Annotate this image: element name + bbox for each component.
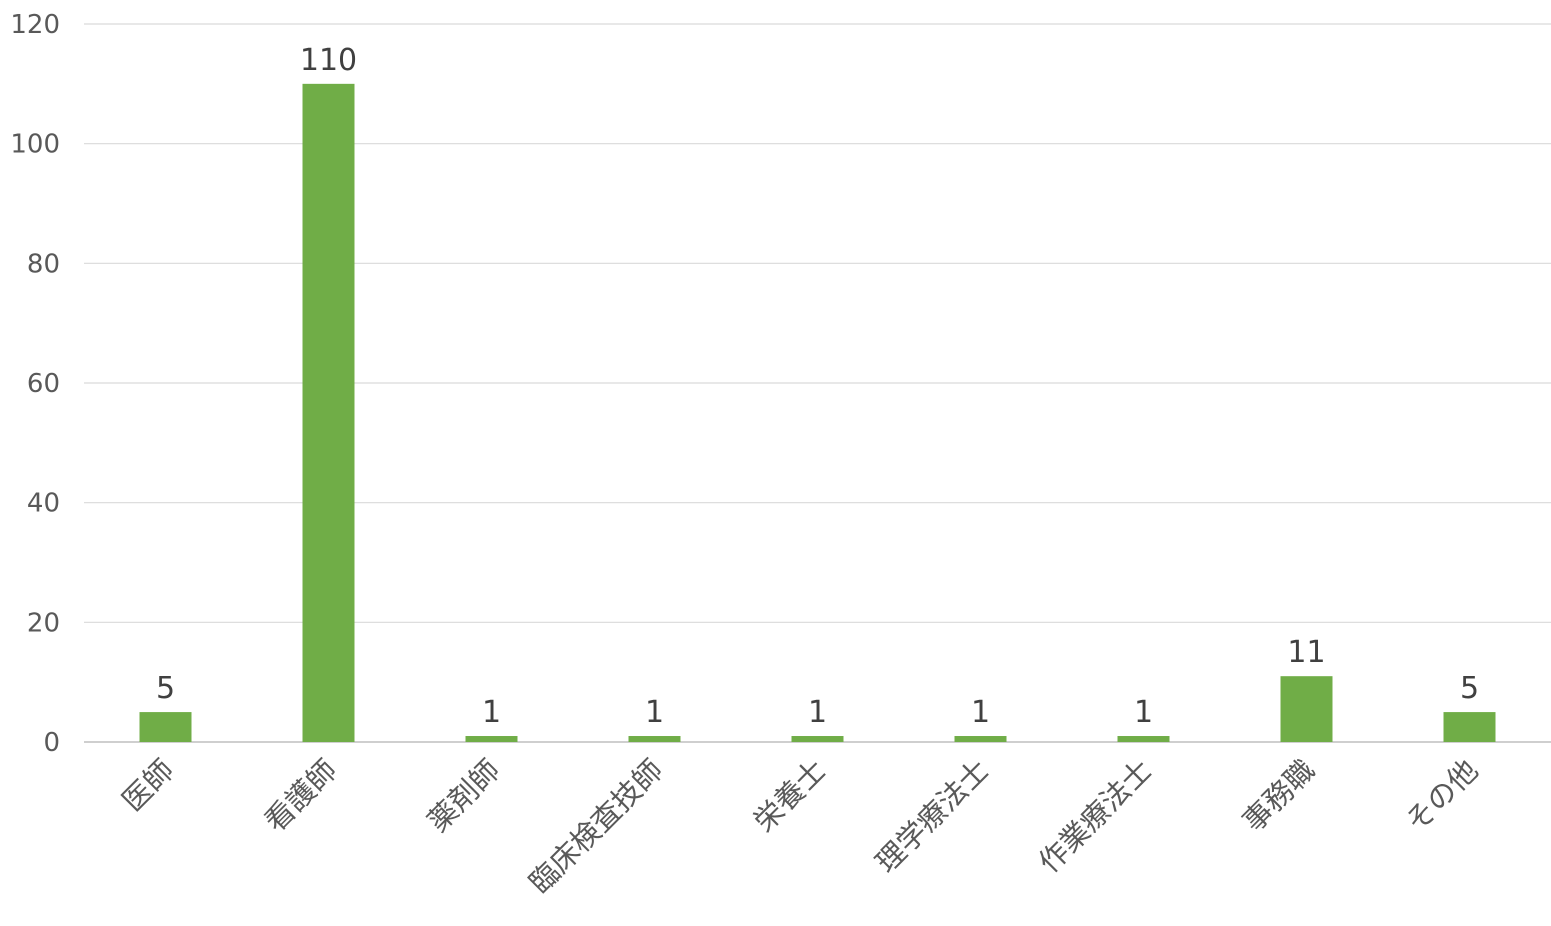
x-category-label: 薬剤師 [421, 753, 507, 839]
bars [139, 83, 1496, 743]
bar [628, 736, 681, 742]
y-tick-label: 20 [27, 608, 60, 638]
x-category-label: 看護師 [258, 753, 344, 839]
data-label: 1 [482, 695, 501, 730]
x-category-label: 臨床検査技師 [522, 753, 669, 900]
data-label: 11 [1287, 635, 1325, 670]
data-label: 110 [300, 43, 357, 78]
bar [1443, 712, 1496, 742]
bar [139, 712, 192, 742]
x-axis-category-labels: 医師 看護師 薬剤師 臨床検査技師 栄養士 理学療法士 作業療法士 事務職 その他 [115, 753, 1484, 900]
bar [791, 736, 844, 742]
data-label: 5 [1460, 671, 1479, 706]
y-tick-label: 100 [10, 130, 60, 160]
data-label: 1 [645, 695, 664, 730]
x-category-label: 作業療法士 [1032, 753, 1159, 880]
bar [1117, 736, 1170, 742]
y-tick-label: 60 [27, 369, 60, 399]
bar [302, 83, 355, 743]
y-tick-label: 0 [43, 728, 60, 758]
data-label: 1 [1134, 695, 1153, 730]
y-tick-label: 40 [27, 489, 60, 519]
data-label: 1 [808, 695, 827, 730]
y-tick-label: 80 [27, 249, 60, 279]
x-category-label: 事務職 [1236, 753, 1322, 839]
bar [465, 736, 518, 742]
y-tick-label: 120 [10, 10, 60, 40]
data-label: 5 [156, 671, 175, 706]
y-axis-tick-labels: 0 20 40 60 80 100 120 [10, 10, 60, 758]
x-category-label: 医師 [115, 753, 180, 818]
data-label: 1 [971, 695, 990, 730]
x-category-label: 理学療法士 [869, 753, 996, 880]
bar [1280, 676, 1333, 742]
x-category-label: その他 [1399, 753, 1485, 839]
x-category-label: 栄養士 [747, 753, 833, 839]
bar [954, 736, 1007, 742]
